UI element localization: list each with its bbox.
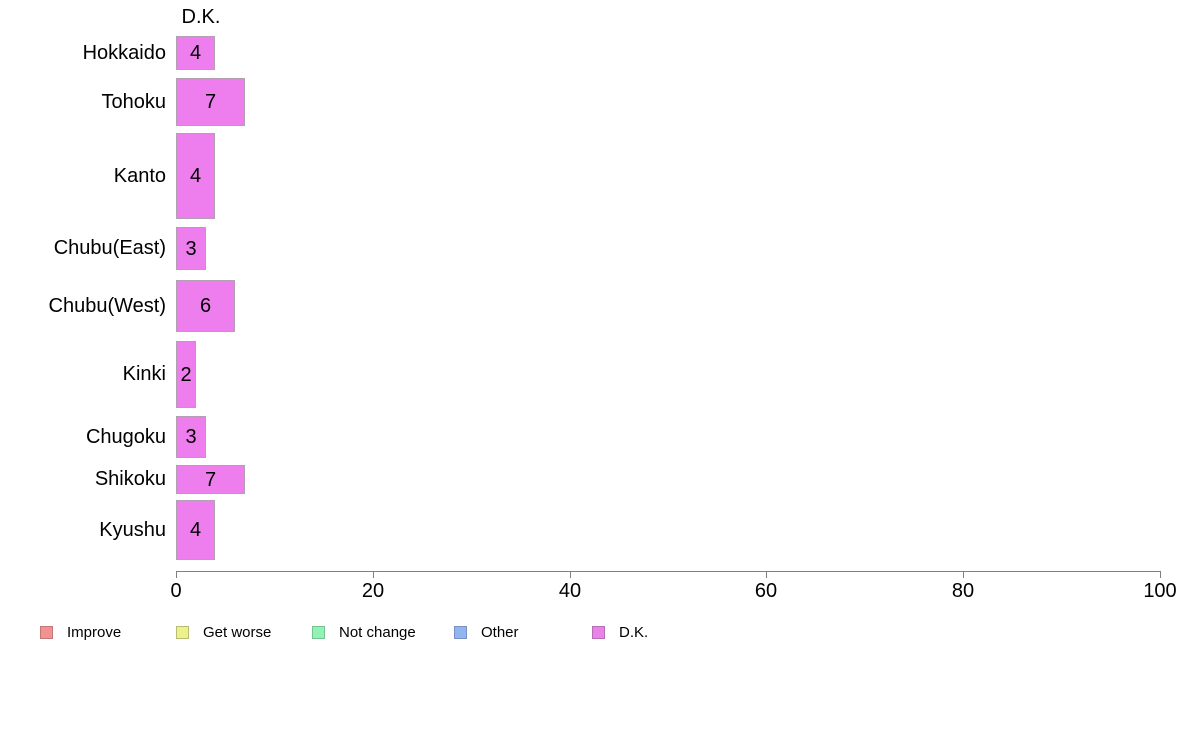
bar-value-label: 2 <box>180 363 192 386</box>
x-axis-tick <box>1160 571 1161 578</box>
bar-value-label: 4 <box>189 519 202 541</box>
x-axis-tick-label: 100 <box>1143 580 1177 602</box>
legend-label: Not change <box>339 623 416 641</box>
category-label: Kanto <box>113 164 166 187</box>
legend-swatch <box>454 625 467 639</box>
legend-item: Improve <box>40 623 122 641</box>
category-label: Chubu(East) <box>53 237 166 259</box>
x-axis-tick <box>963 571 964 578</box>
legend-item: Not change <box>312 623 416 641</box>
legend-item: Other <box>454 623 519 641</box>
bar: 3 <box>176 227 206 270</box>
bar: 3 <box>176 416 206 458</box>
category-label: Shikoku <box>94 468 166 490</box>
x-axis-tick <box>176 571 177 578</box>
bar-value-label: 6 <box>199 295 212 317</box>
x-axis-tick-label: 20 <box>361 580 385 602</box>
bar: 4 <box>176 36 215 70</box>
legend-item: Get worse <box>176 623 272 641</box>
category-label: Chugoku <box>85 425 166 448</box>
bar: 7 <box>176 78 245 126</box>
bar-value-label: 3 <box>185 237 197 260</box>
category-label: Hokkaido <box>82 41 166 64</box>
bar: 2 <box>176 341 196 408</box>
category-label: Kinki <box>122 363 166 385</box>
x-axis-tick <box>373 571 374 578</box>
legend-swatch <box>176 625 189 639</box>
x-axis-tick-label: 40 <box>558 580 582 602</box>
bar: 7 <box>176 465 245 494</box>
bar: 4 <box>176 133 215 219</box>
legend-swatch <box>40 625 53 639</box>
bar: 6 <box>176 280 235 332</box>
category-label: Tohoku <box>101 90 167 113</box>
x-axis-tick-label: 60 <box>754 580 778 602</box>
bar-value-label: 7 <box>204 91 217 113</box>
chart-title: D.K. <box>181 6 221 28</box>
bar-value-label: 7 <box>204 468 217 491</box>
bar: 4 <box>176 500 215 560</box>
legend-item: D.K. <box>592 623 649 641</box>
bar-value-label: 4 <box>189 42 202 64</box>
legend-label: Improve <box>67 623 122 641</box>
legend-swatch <box>312 625 325 639</box>
x-axis-tick-label: 0 <box>170 580 182 602</box>
legend-swatch <box>592 625 605 639</box>
legend-label: Get worse <box>203 623 272 641</box>
category-label: Kyushu <box>99 518 166 541</box>
x-axis-line <box>176 571 1161 572</box>
x-axis-tick <box>766 571 767 578</box>
legend-label: Other <box>481 623 519 641</box>
bar-value-label: 3 <box>185 426 197 448</box>
legend-label: D.K. <box>619 623 649 641</box>
category-label: Chubu(West) <box>48 294 166 317</box>
bar-value-label: 4 <box>189 165 202 187</box>
x-axis-tick <box>570 571 571 578</box>
x-axis-tick-label: 80 <box>951 580 975 602</box>
